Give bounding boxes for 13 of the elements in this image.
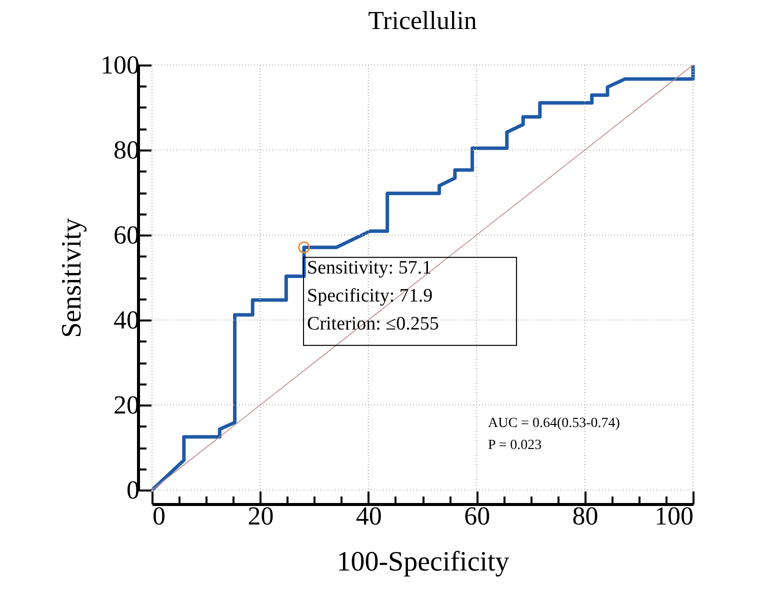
y-axis-title: Sensitivity: [56, 218, 88, 338]
x-tick-label: 0: [152, 502, 166, 530]
annotation: P = 0.023: [488, 438, 542, 453]
x-tick-label: 100: [654, 502, 694, 530]
x-tick-label: 60: [464, 502, 490, 530]
annotation: Sensitivity: 57.1 Specificity: 71.9 Criterion: ≤0.255: [307, 257, 439, 334]
annotation: AUC = 0.64(0.53-0.74): [488, 416, 620, 431]
x-tick-label: 20: [248, 502, 274, 530]
x-tick-label: 40: [356, 502, 382, 530]
x-tick-label: 80: [572, 502, 598, 530]
y-tick-label: 100: [100, 50, 140, 80]
chart-title: Tricellulin: [368, 6, 477, 35]
x-axis-title: 100-Specificity: [336, 546, 510, 578]
